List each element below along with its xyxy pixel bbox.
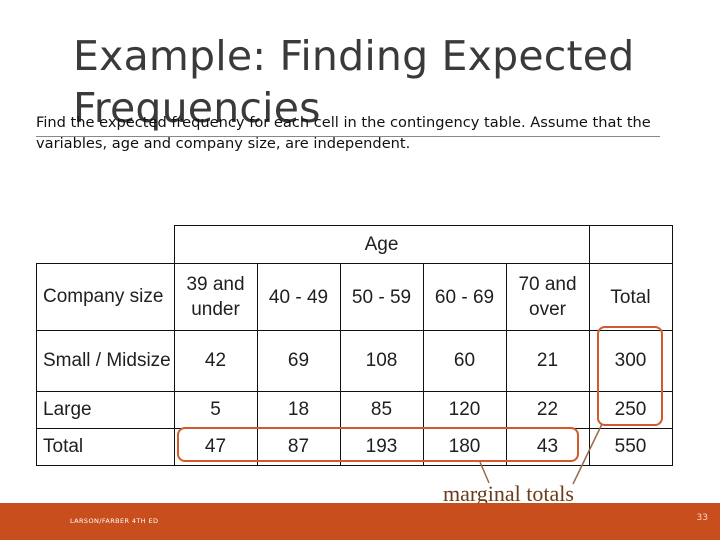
row-label: Large <box>36 391 175 429</box>
column-header: 60 - 69 <box>422 263 507 331</box>
table-cell: 85 <box>339 391 424 429</box>
table-cell: 5 <box>173 391 258 429</box>
intro-divider <box>36 136 660 137</box>
table-cell: 42 <box>173 330 258 392</box>
page-number: 33 <box>696 513 708 523</box>
slide-title-line-1: Example: Finding Expected <box>73 32 635 80</box>
table-cell: 43 <box>505 428 590 466</box>
footer-bar: LARSON/FARBER 4TH ED 33 <box>0 503 720 540</box>
table-cell: 87 <box>256 428 341 466</box>
table-cell-total: 300 <box>588 330 673 392</box>
table-cell: 108 <box>339 330 424 392</box>
table-cell: 193 <box>339 428 424 466</box>
table-cell: 47 <box>173 428 258 466</box>
row-label: Small / Midsize <box>36 330 175 392</box>
row-label: Total <box>36 428 175 466</box>
column-header-total: Total <box>588 263 673 331</box>
total-header-top <box>588 225 673 264</box>
contingency-table: Age Company size 39 and under 40 - 49 50… <box>36 225 673 466</box>
column-header: 70 and over <box>505 263 590 331</box>
slide-title: Example: Finding Expected Frequencies <box>73 30 634 134</box>
age-header: Age <box>173 225 590 264</box>
table-cell: 22 <box>505 391 590 429</box>
table-row: Total 47 87 193 180 43 550 <box>36 428 673 466</box>
table-cell-total: 550 <box>588 428 673 466</box>
footer-credit: LARSON/FARBER 4TH ED <box>70 517 159 525</box>
slide-title-line-2: Frequencies <box>73 84 321 132</box>
table-cell: 69 <box>256 330 341 392</box>
column-header: 39 and under <box>173 263 258 331</box>
marginal-totals-label: marginal totals <box>443 481 574 506</box>
table-cell: 120 <box>422 391 507 429</box>
table-row: Large 5 18 85 120 22 250 <box>36 391 673 429</box>
company-size-header: Company size <box>36 263 175 331</box>
table-cell: 180 <box>422 428 507 466</box>
table-row: Small / Midsize 42 69 108 60 21 300 <box>36 330 673 392</box>
column-header: 50 - 59 <box>339 263 424 331</box>
column-header: 40 - 49 <box>256 263 341 331</box>
table-cell-total: 250 <box>588 391 673 429</box>
table-corner <box>37 226 175 264</box>
intro-text: Find the expected frequency for each cel… <box>36 114 651 152</box>
table-cell: 18 <box>256 391 341 429</box>
table-cell: 21 <box>505 330 590 392</box>
table-cell: 60 <box>422 330 507 392</box>
